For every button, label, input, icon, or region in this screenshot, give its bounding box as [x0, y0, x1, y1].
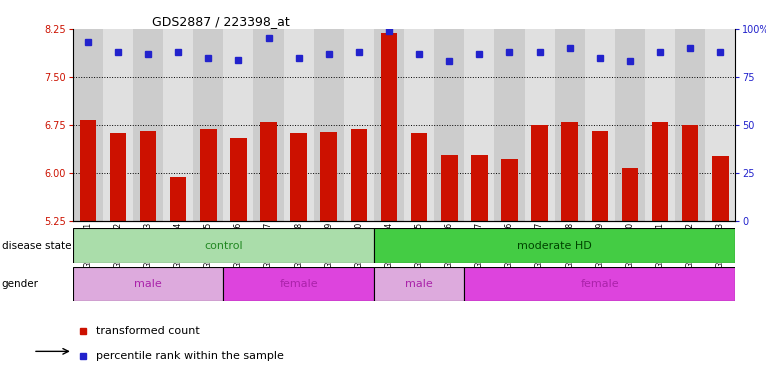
Text: female: female [581, 279, 619, 289]
Bar [133, 29, 163, 221]
Text: transformed count: transformed count [96, 326, 200, 336]
Bar [682, 125, 699, 221]
Bar [193, 29, 224, 221]
Bar [374, 267, 464, 301]
Bar [80, 120, 96, 221]
Bar [374, 29, 404, 221]
Text: male: male [134, 279, 162, 289]
Bar [344, 29, 374, 221]
Bar [351, 129, 367, 221]
Bar [434, 29, 464, 221]
Bar [163, 29, 193, 221]
Bar [525, 29, 555, 221]
Bar [103, 29, 133, 221]
Text: female: female [280, 279, 318, 289]
Bar [652, 122, 669, 221]
Bar [170, 177, 186, 221]
Text: male: male [405, 279, 433, 289]
Bar [110, 133, 126, 221]
Bar [139, 131, 156, 221]
Bar [532, 125, 548, 221]
Bar [501, 159, 518, 221]
Bar [615, 29, 645, 221]
Bar [712, 156, 728, 221]
Bar [555, 29, 584, 221]
Bar [471, 155, 488, 221]
Bar [254, 29, 283, 221]
Bar [283, 29, 314, 221]
Bar [320, 132, 337, 221]
Text: disease state: disease state [2, 241, 71, 251]
Bar [260, 122, 277, 221]
Text: percentile rank within the sample: percentile rank within the sample [96, 351, 284, 361]
Bar [622, 168, 638, 221]
Bar [591, 131, 608, 221]
Bar [374, 228, 735, 263]
Bar [464, 267, 735, 301]
Bar [290, 133, 307, 221]
Bar [464, 29, 494, 221]
Bar [224, 29, 254, 221]
Bar [314, 29, 344, 221]
Bar [645, 29, 675, 221]
Bar [584, 29, 615, 221]
Text: GDS2887 / 223398_at: GDS2887 / 223398_at [152, 15, 290, 28]
Bar [441, 155, 457, 221]
Bar [224, 267, 374, 301]
Bar [73, 29, 103, 221]
Bar [230, 137, 247, 221]
Text: moderate HD: moderate HD [517, 241, 592, 251]
Bar [200, 129, 217, 221]
Bar [494, 29, 525, 221]
Bar [675, 29, 705, 221]
Text: gender: gender [2, 279, 38, 289]
Bar [561, 122, 578, 221]
Bar [404, 29, 434, 221]
Text: control: control [204, 241, 243, 251]
Bar [73, 228, 374, 263]
Bar [705, 29, 735, 221]
Bar [381, 33, 398, 221]
Bar [73, 267, 224, 301]
Bar [411, 133, 427, 221]
